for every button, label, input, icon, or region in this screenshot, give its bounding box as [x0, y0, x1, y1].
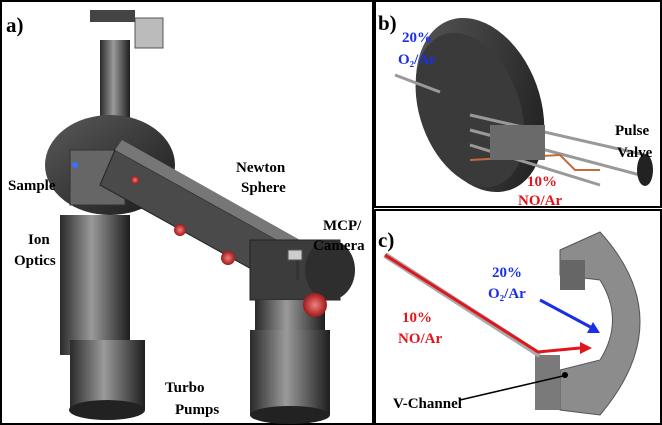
- panel-label: a): [6, 13, 24, 37]
- label: V-Channel: [393, 396, 462, 412]
- label: Camera: [313, 238, 365, 254]
- figure: a) Sample Ion Optics Newton Sphere MCP/ …: [0, 0, 662, 425]
- label: Ion: [28, 232, 50, 248]
- label: 10%: [402, 310, 432, 326]
- label: Newton: [236, 160, 286, 176]
- label: Sample: [8, 178, 56, 194]
- label: 20%: [402, 30, 432, 46]
- label: 20%: [492, 265, 522, 281]
- label: O₂/Ar: [398, 52, 436, 68]
- label: Pumps: [175, 402, 219, 418]
- label: NO/Ar: [398, 331, 443, 347]
- label: 10%: [527, 174, 557, 190]
- panel-label: b): [378, 11, 397, 35]
- label: MCP/: [323, 218, 362, 234]
- label: NO/Ar: [518, 193, 563, 209]
- label: Pulse: [615, 123, 650, 139]
- label: Optics: [14, 253, 56, 269]
- panel-label: c): [378, 228, 394, 252]
- label: Valve: [617, 145, 653, 161]
- label: Turbo: [165, 380, 204, 396]
- label: Sphere: [241, 180, 286, 196]
- label: O₂/Ar: [488, 286, 526, 302]
